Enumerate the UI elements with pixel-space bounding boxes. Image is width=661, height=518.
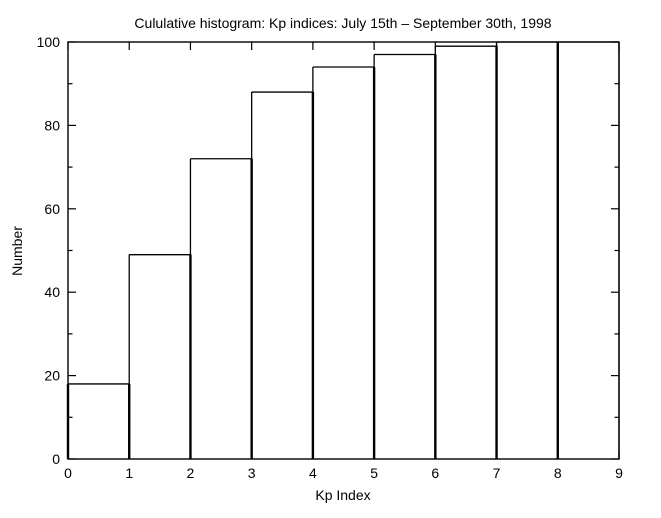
x-axis-tick-label: 2 <box>187 465 195 481</box>
y-axis-tick-label: 60 <box>44 201 60 217</box>
y-axis-tick-label: 20 <box>44 368 60 384</box>
y-axis-tick-label: 80 <box>44 117 60 133</box>
x-axis-tick-label: 7 <box>493 465 501 481</box>
x-axis-tick-label: 1 <box>125 465 133 481</box>
x-axis-tick-label: 0 <box>64 465 72 481</box>
x-axis-tick-label: 9 <box>615 465 623 481</box>
x-axis-tick-label: 4 <box>309 465 317 481</box>
x-axis-tick-label: 5 <box>370 465 378 481</box>
chart-title: Cululative histogram: Kp indices: July 1… <box>134 15 551 31</box>
y-axis-tick-label: 40 <box>44 284 60 300</box>
x-axis-label: Kp Index <box>315 487 370 503</box>
plot-frame <box>67 41 620 460</box>
y-axis-tick-label: 0 <box>52 451 60 467</box>
y-axis-tick-label: 100 <box>37 34 61 50</box>
x-axis-tick-label: 3 <box>248 465 256 481</box>
plot-area: 0 20 40 60 80 100 0 1 2 3 4 5 6 7 8 9 <box>37 34 623 481</box>
x-axis-tick-label: 8 <box>554 465 562 481</box>
y-axis-label: Number <box>9 226 25 276</box>
x-axis-tick-label: 6 <box>431 465 439 481</box>
